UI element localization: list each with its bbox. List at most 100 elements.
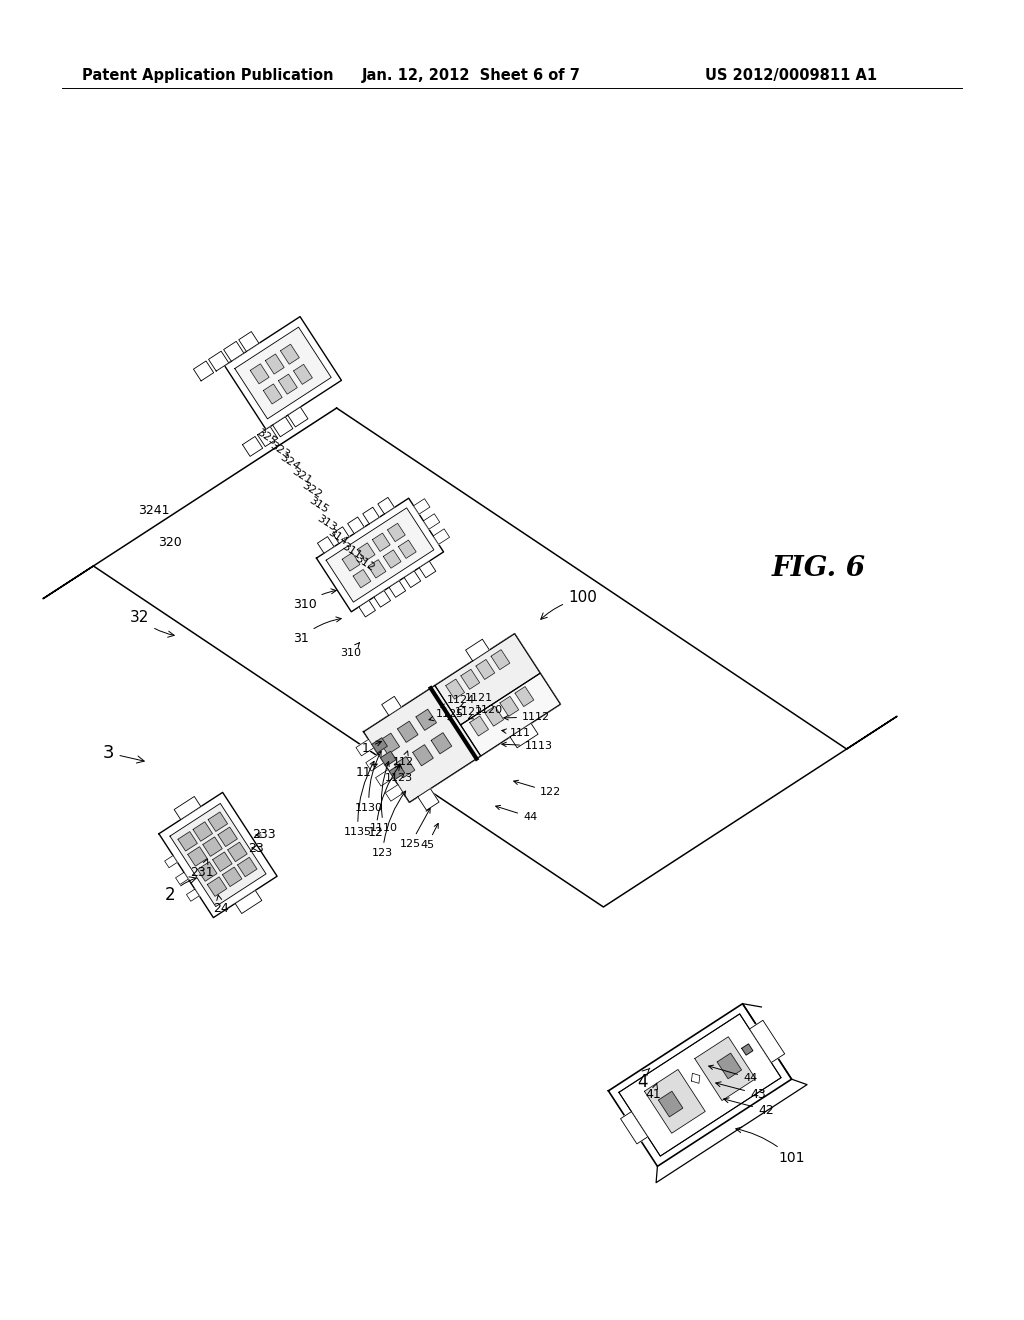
Polygon shape	[258, 426, 278, 446]
Polygon shape	[381, 751, 396, 766]
Polygon shape	[389, 764, 404, 780]
Polygon shape	[236, 891, 262, 913]
Polygon shape	[644, 1069, 706, 1133]
Text: 2: 2	[165, 876, 197, 904]
Polygon shape	[333, 527, 349, 544]
Polygon shape	[398, 540, 416, 558]
Text: 310: 310	[293, 589, 336, 611]
Text: 233: 233	[252, 829, 275, 842]
Polygon shape	[234, 327, 331, 418]
Text: 311: 311	[340, 541, 364, 561]
Text: 42: 42	[724, 1098, 774, 1117]
Polygon shape	[378, 498, 394, 513]
Polygon shape	[238, 857, 257, 876]
Polygon shape	[500, 697, 519, 717]
Polygon shape	[484, 706, 504, 726]
Polygon shape	[476, 660, 495, 680]
Polygon shape	[239, 331, 259, 351]
Polygon shape	[186, 890, 200, 902]
Polygon shape	[281, 345, 299, 364]
Polygon shape	[461, 669, 479, 689]
Text: 1113: 1113	[502, 741, 553, 751]
Polygon shape	[250, 364, 269, 384]
Polygon shape	[208, 812, 227, 832]
Polygon shape	[379, 733, 399, 754]
Polygon shape	[510, 723, 538, 748]
Polygon shape	[394, 756, 415, 777]
Polygon shape	[194, 360, 214, 381]
Polygon shape	[383, 550, 401, 568]
Text: 314: 314	[326, 527, 349, 546]
Text: 1110: 1110	[370, 762, 398, 833]
Text: 1135: 1135	[344, 762, 374, 837]
Polygon shape	[243, 437, 263, 457]
Text: 1123: 1123	[385, 764, 413, 783]
Polygon shape	[175, 873, 188, 884]
Text: 4: 4	[637, 1068, 650, 1092]
Polygon shape	[492, 649, 510, 669]
Text: 100: 100	[541, 590, 597, 619]
Polygon shape	[203, 837, 222, 857]
Text: 101: 101	[736, 1127, 805, 1166]
Polygon shape	[356, 739, 374, 756]
Text: 1122: 1122	[449, 708, 483, 721]
Polygon shape	[435, 634, 541, 725]
Text: 43: 43	[716, 1082, 766, 1101]
Polygon shape	[466, 639, 489, 661]
Text: 312: 312	[353, 553, 376, 573]
Polygon shape	[316, 498, 443, 611]
Polygon shape	[717, 1053, 741, 1078]
Polygon shape	[279, 374, 297, 395]
Polygon shape	[374, 590, 390, 607]
Polygon shape	[608, 1003, 792, 1167]
Polygon shape	[621, 1111, 648, 1144]
Polygon shape	[423, 513, 439, 529]
Text: 44: 44	[496, 805, 538, 822]
Polygon shape	[222, 867, 242, 887]
Polygon shape	[515, 686, 534, 706]
Polygon shape	[418, 788, 439, 810]
Polygon shape	[470, 715, 488, 737]
Text: 122: 122	[514, 780, 561, 797]
Polygon shape	[348, 517, 365, 533]
Polygon shape	[397, 721, 418, 742]
Polygon shape	[223, 342, 244, 362]
Polygon shape	[213, 851, 232, 871]
Polygon shape	[385, 784, 403, 801]
Text: 11: 11	[356, 764, 377, 780]
Polygon shape	[658, 1092, 683, 1117]
Polygon shape	[618, 1014, 781, 1156]
Text: 44: 44	[709, 1065, 758, 1082]
Text: 1112: 1112	[504, 711, 550, 722]
Polygon shape	[224, 317, 341, 429]
Polygon shape	[618, 1014, 781, 1156]
Polygon shape	[288, 407, 308, 426]
Text: 125: 125	[400, 808, 430, 849]
Text: 123: 123	[372, 791, 406, 858]
Text: Jan. 12, 2012  Sheet 6 of 7: Jan. 12, 2012 Sheet 6 of 7	[362, 69, 581, 83]
Polygon shape	[387, 523, 406, 541]
Polygon shape	[218, 828, 238, 846]
Polygon shape	[170, 804, 266, 907]
Text: 32: 32	[130, 610, 174, 638]
Text: 31: 31	[293, 616, 341, 644]
Polygon shape	[414, 499, 430, 515]
Polygon shape	[353, 569, 371, 587]
Polygon shape	[272, 417, 293, 437]
Polygon shape	[362, 507, 379, 524]
Polygon shape	[419, 561, 436, 578]
Polygon shape	[263, 384, 283, 404]
Polygon shape	[294, 364, 312, 384]
Text: 3241: 3241	[138, 503, 170, 516]
Polygon shape	[198, 862, 217, 882]
Polygon shape	[433, 529, 450, 544]
Text: 231: 231	[190, 859, 214, 879]
Text: 1124: 1124	[441, 696, 475, 708]
Polygon shape	[366, 755, 384, 771]
Polygon shape	[342, 553, 359, 572]
Polygon shape	[265, 354, 285, 374]
Text: 313: 313	[315, 513, 338, 533]
Polygon shape	[209, 351, 228, 371]
Text: 1: 1	[362, 741, 381, 755]
Text: 1120: 1120	[469, 705, 503, 719]
